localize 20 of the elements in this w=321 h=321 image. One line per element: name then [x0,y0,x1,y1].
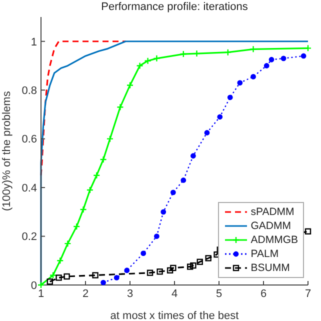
legend-label: ADMMGB [250,233,298,247]
x-tick-label: 5 [216,288,222,300]
x-tick-label: 6 [260,288,267,300]
x-tick-label: 7 [304,288,312,300]
y-axis-title: (100y)% of the problems [0,90,13,211]
x-tick-label: 4 [171,288,178,300]
chart-title: Performance profile: iterations [100,1,249,13]
x-axis-title: at most x times of the best [110,310,239,321]
x-tick-label: 2 [82,288,89,300]
y-tick-label: 0.2 [22,231,37,244]
legend-label: BSUMM [250,261,290,275]
legend-label: GADMM [250,219,291,233]
y-tick-label: 0 [30,280,37,292]
y-tick-label: 0.6 [22,134,37,146]
y-tick-label: 0.4 [22,182,37,194]
y-tick-label: 0.8 [22,84,37,97]
legend-label: sPADMM [250,205,294,219]
y-tick-label: 1 [30,36,37,48]
x-tick-label: 3 [126,288,134,300]
legend-label: PALM [250,247,279,261]
